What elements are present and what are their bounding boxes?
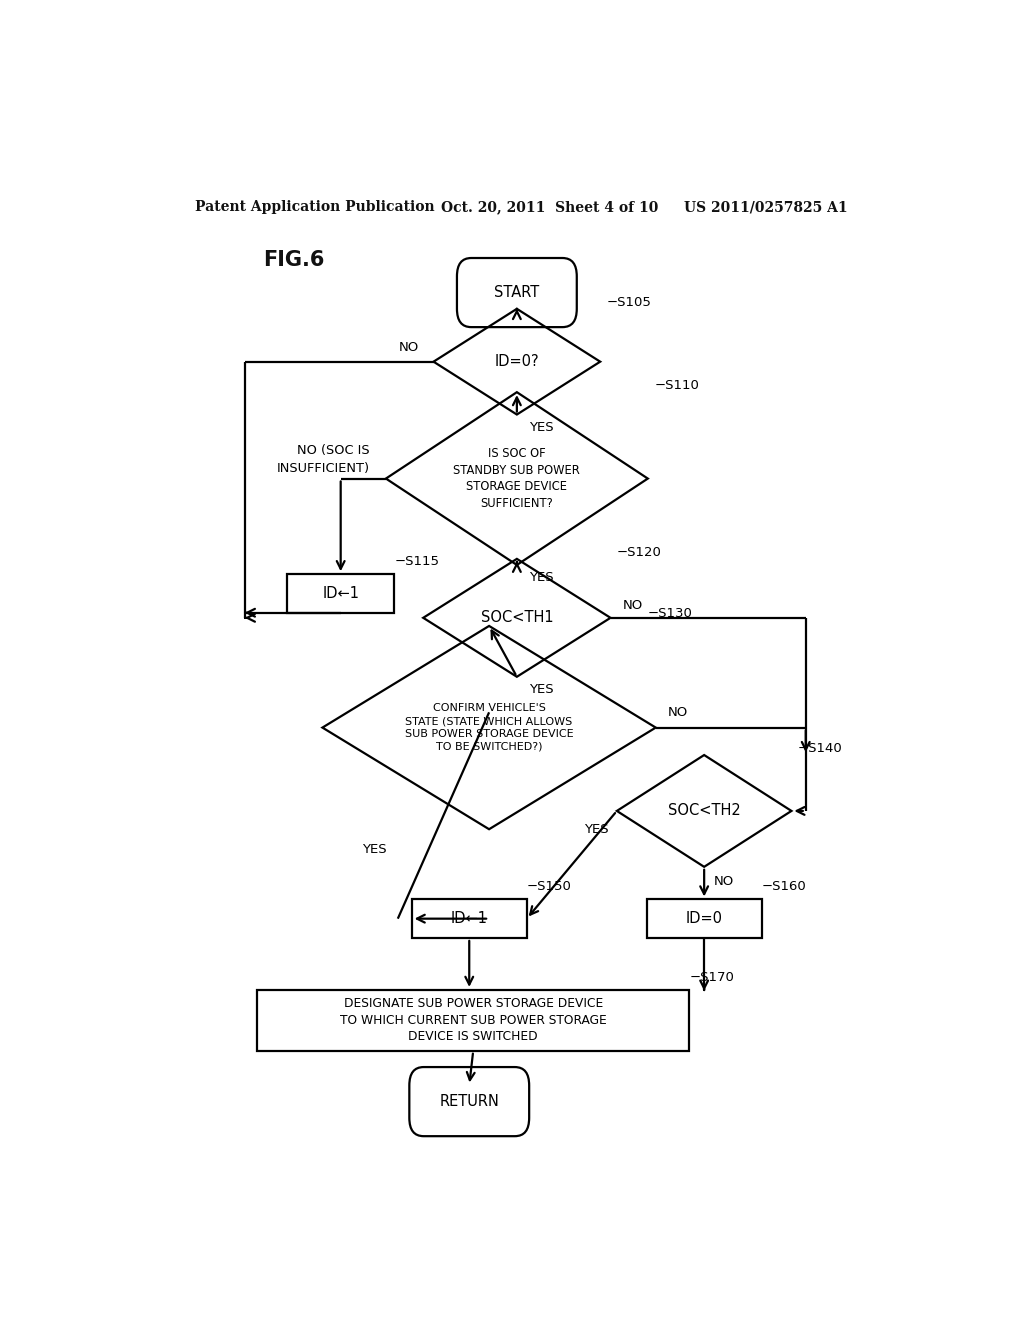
Text: −S105: −S105 <box>606 296 651 309</box>
Text: FIG.6: FIG.6 <box>263 249 325 271</box>
Text: NO: NO <box>623 599 643 612</box>
Text: DESIGNATE SUB POWER STORAGE DEVICE
TO WHICH CURRENT SUB POWER STORAGE
DEVICE IS : DESIGNATE SUB POWER STORAGE DEVICE TO WH… <box>340 998 606 1043</box>
Text: INSUFFICIENT): INSUFFICIENT) <box>276 462 370 475</box>
Text: −S130: −S130 <box>648 607 692 620</box>
Text: RETURN: RETURN <box>439 1094 499 1109</box>
Text: −S115: −S115 <box>394 554 439 568</box>
Text: NO: NO <box>714 875 734 888</box>
Text: NO: NO <box>668 706 688 719</box>
Text: YES: YES <box>528 421 553 434</box>
Text: −S110: −S110 <box>654 379 699 392</box>
Text: −S120: −S120 <box>616 546 662 558</box>
Text: SOC<TH1: SOC<TH1 <box>480 610 553 626</box>
Text: START: START <box>495 285 540 300</box>
Text: ID←1: ID←1 <box>451 911 487 927</box>
Text: YES: YES <box>528 682 553 696</box>
Text: NO (SOC IS: NO (SOC IS <box>297 444 370 457</box>
Text: CONFIRM VEHICLE'S
STATE (STATE WHICH ALLOWS
SUB POWER STORAGE DEVICE
TO BE SWITC: CONFIRM VEHICLE'S STATE (STATE WHICH ALL… <box>404 704 573 752</box>
Bar <box>646 899 762 939</box>
Text: −S160: −S160 <box>762 880 807 894</box>
Text: YES: YES <box>528 572 553 583</box>
Text: IS SOC OF
STANDBY SUB POWER
STORAGE DEVICE
SUFFICIENT?: IS SOC OF STANDBY SUB POWER STORAGE DEVI… <box>454 447 581 510</box>
Text: ID=0?: ID=0? <box>495 354 540 370</box>
Text: US 2011/0257825 A1: US 2011/0257825 A1 <box>684 201 847 214</box>
Text: Patent Application Publication: Patent Application Publication <box>196 201 435 214</box>
Bar <box>257 990 689 1051</box>
Text: −S140: −S140 <box>798 742 843 755</box>
Text: ID←1: ID←1 <box>323 586 359 601</box>
Text: NO: NO <box>399 341 419 354</box>
Text: YES: YES <box>585 822 609 836</box>
Bar <box>412 899 526 939</box>
Text: YES: YES <box>362 843 387 857</box>
Bar <box>287 574 394 612</box>
Text: −S150: −S150 <box>526 880 571 894</box>
Text: −S170: −S170 <box>689 970 734 983</box>
Text: Oct. 20, 2011  Sheet 4 of 10: Oct. 20, 2011 Sheet 4 of 10 <box>441 201 658 214</box>
Text: SOC<TH2: SOC<TH2 <box>668 804 740 818</box>
Text: ID=0: ID=0 <box>686 911 723 927</box>
